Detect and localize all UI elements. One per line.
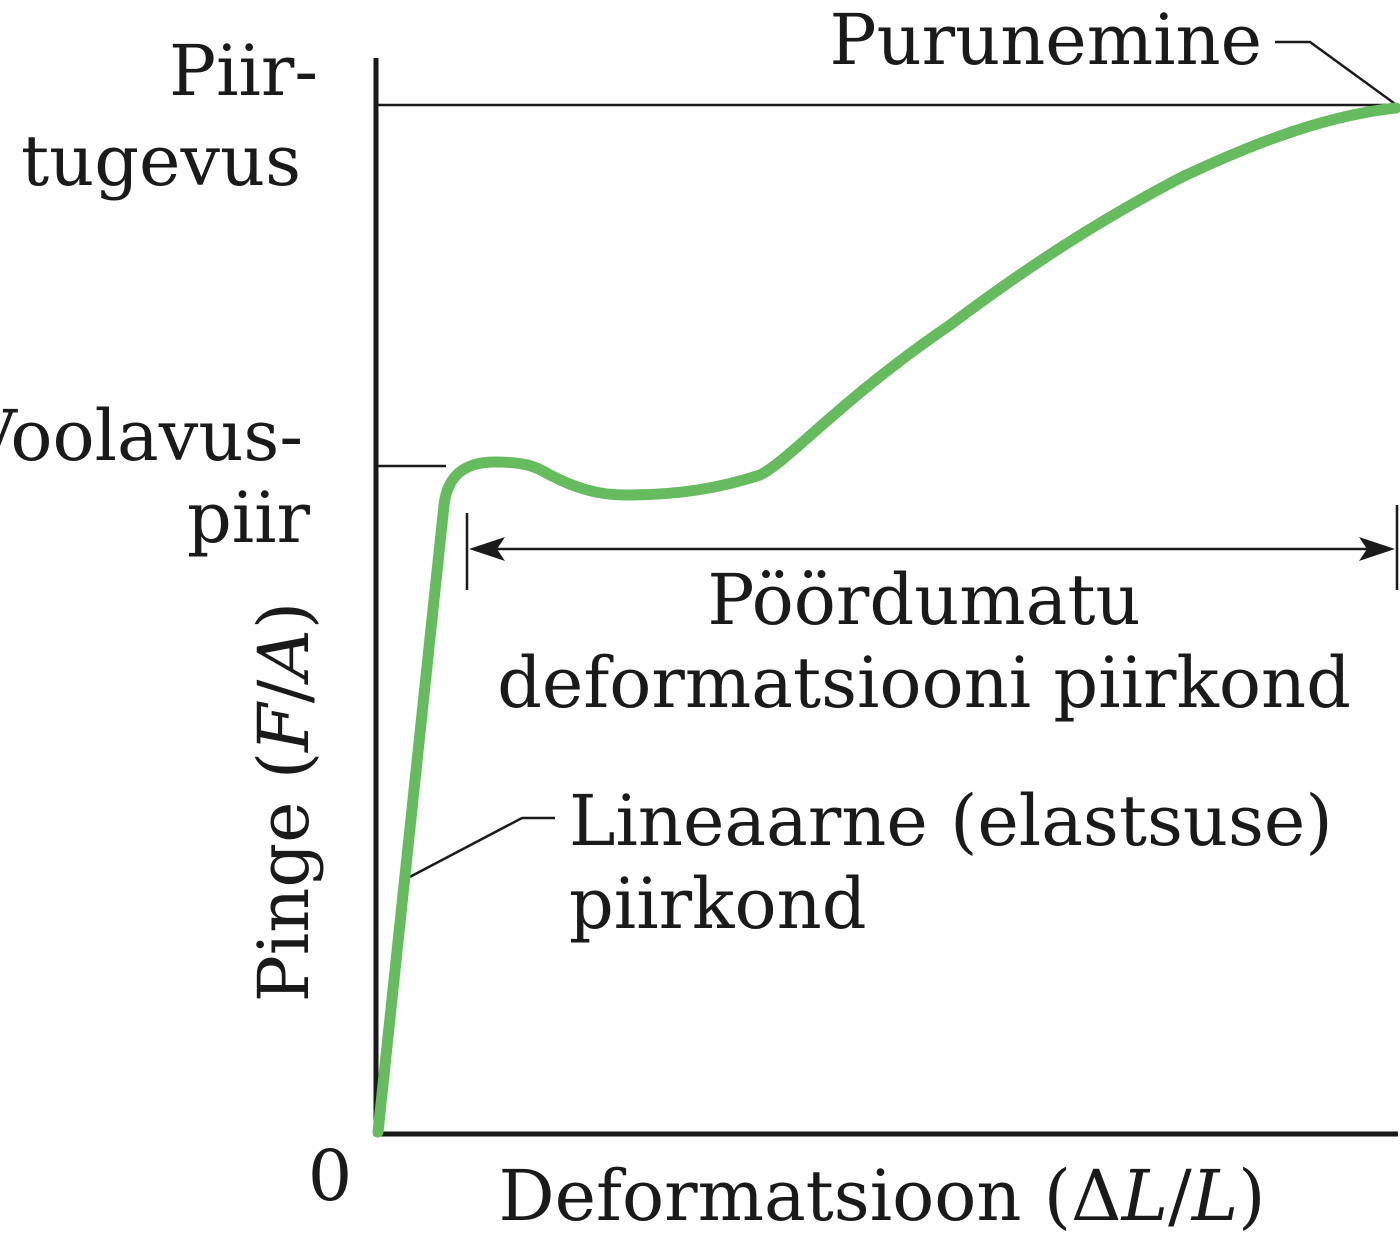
fracture-leader-line [1275,40,1399,108]
x-axis-title-var1: L [1120,1155,1168,1237]
fracture-label: Purunemine [829,0,1262,81]
plastic-region-label-line1: Pöördumatu [707,559,1140,641]
y-axis-title-suffix: ) [243,602,325,629]
x-axis-title-suffix: ) [1238,1155,1265,1237]
ultimate-strength-label-line2: tugevus [21,120,301,202]
yield-point-label-line1: Voolavus- [0,395,303,477]
origin-label: 0 [308,1135,353,1217]
x-axis-title-prefix: Deformatsioon ( [499,1155,1072,1237]
ultimate-strength-label-line1: Piir- [169,30,318,112]
yield-point-label-line2: piir [187,477,311,559]
x-axis-title: Deformatsioon (ΔL/L) [499,1155,1266,1237]
y-axis-title-prefix: Pinge ( [243,752,325,1002]
x-axis-title-var2: L [1190,1155,1238,1237]
y-axis-title-var2: A [243,629,325,686]
stress-strain-curve [372,102,1400,1138]
linear-region-label-line1: Lineaarne (elastsuse) [569,780,1333,862]
plastic-region-arrowhead-right [1359,537,1395,561]
plastic-region-arrow [465,505,1399,590]
y-axis-title: Pinge (F/A) [243,602,325,1002]
linear-region-leader-line [403,816,555,882]
y-axis-title-var1: F [243,701,325,754]
linear-region-label-line2: piirkond [569,863,867,945]
y-axis-title-slash: / [243,679,325,703]
plastic-region-arrowhead-left [469,537,505,561]
x-axis-title-delta: Δ [1071,1155,1122,1237]
plastic-region-label-line2: deformatsiooni piirkond [497,642,1351,724]
x-axis-title-slash: / [1168,1155,1192,1237]
